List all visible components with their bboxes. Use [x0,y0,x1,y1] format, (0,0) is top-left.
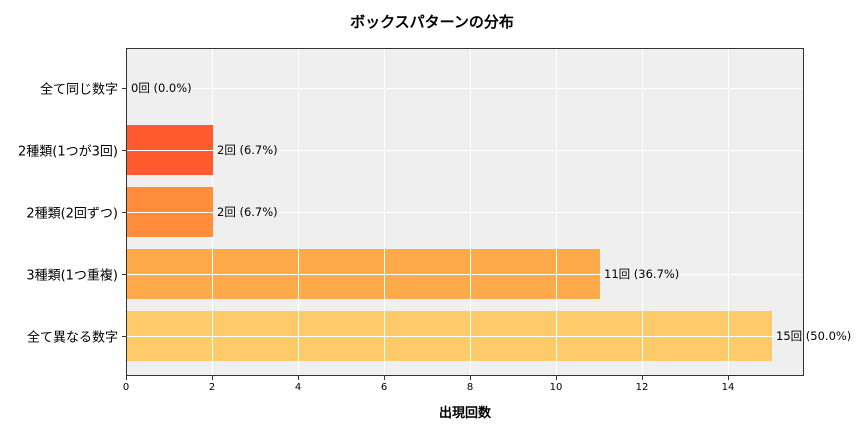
x-tick-mark [642,376,643,380]
y-tick-mark [122,88,126,89]
y-tick-label: 2種類(1つが3回) [18,144,118,160]
x-tick-mark [556,376,557,380]
y-tick-mark [122,212,126,213]
x-tick-label: 4 [294,382,302,393]
bar-value-label: 2回 (6.7%) [217,143,278,157]
gridline-y-0 [127,88,803,89]
x-tick-mark [728,376,729,380]
x-tick-label: 0 [122,382,130,393]
gridline-y-1-over [127,150,803,151]
x-tick-label: 8 [466,382,474,393]
bar-value-label: 2回 (6.7%) [217,205,278,219]
x-tick-label: 2 [208,382,216,393]
y-tick-label: 3種類(1つ重複) [26,268,118,284]
x-tick-label: 14 [721,382,735,393]
y-tick-label: 全て同じ数字 [39,82,118,98]
gridline-x-12-over [642,311,643,361]
gridline-x-6-over [384,249,385,361]
y-tick-label: 2種類(2回ずつ) [26,206,118,222]
y-tick-mark [122,274,126,275]
gridline-x-4-over [298,249,299,361]
y-tick-label: 全て異なる数字 [26,330,118,346]
gridline-x-8-over [470,249,471,361]
gridline-y-4-over [127,336,803,337]
x-tick-label: 10 [549,382,563,393]
x-tick-mark [384,376,385,380]
gridline-x-10-over [556,249,557,361]
x-axis-label: 出現回数 [438,406,491,421]
gridline-x-2-over [212,249,213,361]
bar-value-label: 15回 (50.0%) [776,329,852,343]
bar-value-label: 0回 (0.0%) [131,81,192,95]
x-tick-mark [470,376,471,380]
x-tick-mark [298,376,299,380]
plot-area [126,48,804,376]
x-tick-label: 6 [380,382,388,393]
x-tick-label: 12 [635,382,649,393]
gridline-x-14-over [728,311,729,361]
bar-value-label: 11回 (36.7%) [604,267,680,281]
gridline-y-3-over [127,274,803,275]
chart-title: ボックスパターンの分布 [350,13,514,31]
x-tick-mark [126,376,127,380]
gridline-y-2-over [127,212,803,213]
x-tick-mark [212,376,213,380]
y-tick-mark [122,150,126,151]
y-tick-mark [122,336,126,337]
